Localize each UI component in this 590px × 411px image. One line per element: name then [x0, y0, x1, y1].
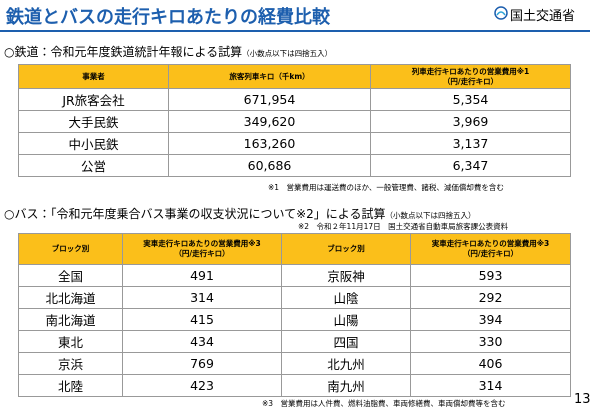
- cell: 5,354: [370, 88, 571, 111]
- row: 北北海道 314 山陰 292: [18, 286, 571, 309]
- header-line: 事業者: [82, 71, 105, 81]
- row: 中小民鉄 163,260 3,137: [18, 132, 571, 155]
- rail-note: ※1 営業費用は運送費のほか、一般管理費、諸税、減価償却費を含む: [268, 183, 504, 192]
- bus-table: ブロック別 実車走行キロあたりの営業費用※3 （円/走行キロ） ブロック別 実車走行キロ…: [18, 233, 571, 397]
- heading-text: ○鉄道：令和元年度鉄道統計年報による試算: [4, 45, 243, 59]
- heading-text: ○バス：「令和元年度乗合バス事業の収支状況について※2」による試算: [4, 207, 386, 221]
- cell: 434: [122, 330, 282, 353]
- rail-table: 事業者 旅客列車キロ（千km） 列車走行キロあたりの営業費用※1 （円/走行キロ） JR…: [18, 64, 571, 177]
- column-header: 事業者: [18, 64, 169, 89]
- header-line: （円/走行キロ）: [462, 249, 519, 258]
- row: JR旅客会社 671,954 5,354: [18, 88, 571, 111]
- bus-heading: ○バス：「令和元年度乗合バス事業の収支状況について※2」による試算（小数点以下は…: [4, 205, 475, 222]
- header-row: 事業者 旅客列車キロ（千km） 列車走行キロあたりの営業費用※1 （円/走行キロ）: [18, 64, 571, 89]
- title: 鉄道とバスの走行キロあたりの経費比較: [6, 7, 330, 28]
- heading-note: （小数点以下は四捨五入）: [385, 211, 476, 220]
- cell: 314: [122, 286, 282, 309]
- cell: 山陰: [281, 286, 411, 309]
- logo-icon: [494, 6, 508, 20]
- row: 公営 60,686 6,347: [18, 154, 571, 177]
- cell: 394: [410, 308, 571, 331]
- cell: 292: [410, 286, 571, 309]
- cell: 6,347: [370, 154, 571, 177]
- header-line: 実車走行キロあたりの営業費用※3: [143, 239, 261, 248]
- cell: 北北海道: [18, 286, 123, 309]
- cell: 四国: [281, 330, 411, 353]
- column-header: ブロック別: [281, 233, 411, 265]
- cell: 769: [122, 352, 282, 375]
- bus-source: ※2 令和２年11月17日 国土交通省自動車局旅客課公表資料: [298, 222, 509, 231]
- cell: 山陽: [281, 308, 411, 331]
- cell: 593: [410, 264, 571, 287]
- header-line: （円/走行キロ）: [442, 76, 499, 86]
- header-line: ブロック別: [327, 244, 365, 253]
- cell: 60,686: [168, 154, 371, 177]
- cell: 北陸: [18, 374, 123, 397]
- column-header: 旅客列車キロ（千km）: [168, 64, 371, 89]
- row: 全国 491 京阪神 593: [18, 264, 571, 287]
- cell: 314: [410, 374, 571, 397]
- cell: 南北海道: [18, 308, 123, 331]
- header-row: ブロック別 実車走行キロあたりの営業費用※3 （円/走行キロ） ブロック別 実車走行キロ…: [18, 233, 571, 265]
- cell: 3,969: [370, 110, 571, 133]
- cell: 330: [410, 330, 571, 353]
- cell: 423: [122, 374, 282, 397]
- cell: 163,260: [168, 132, 371, 155]
- cell: 京阪神: [281, 264, 411, 287]
- cell: 中小民鉄: [18, 132, 169, 155]
- heading-note: （小数点以下は四捨五入）: [242, 49, 333, 58]
- row: 南北海道 415 山陽 394: [18, 308, 571, 331]
- logo-text: 国土交通省: [510, 9, 576, 24]
- column-header: 実車走行キロあたりの営業費用※3 （円/走行キロ）: [410, 233, 571, 265]
- cell: 南九州: [281, 374, 411, 397]
- header-line: 列車走行キロあたりの営業費用※1: [411, 66, 530, 76]
- bus-note: ※3 営業費用は人件費、燃料油脂費、車両修繕費、車両償却費等を含む: [262, 399, 506, 408]
- column-header: ブロック別: [18, 233, 123, 265]
- rail-heading: ○鉄道：令和元年度鉄道統計年報による試算（小数点以下は四捨五入）: [4, 43, 332, 60]
- row: 大手民鉄 349,620 3,969: [18, 110, 571, 133]
- row: 京浜 769 北九州 406: [18, 352, 571, 375]
- row: 北陸 423 南九州 314: [18, 374, 571, 397]
- header-line: ブロック別: [51, 244, 90, 253]
- cell: JR旅客会社: [18, 88, 169, 111]
- page-number: 13: [574, 392, 590, 407]
- row: 東北 434 四国 330: [18, 330, 571, 353]
- cell: 349,620: [168, 110, 371, 133]
- cell: 公営: [18, 154, 169, 177]
- cell: 京浜: [18, 352, 123, 375]
- cell: 大手民鉄: [18, 110, 169, 133]
- column-header: 実車走行キロあたりの営業費用※3 （円/走行キロ）: [122, 233, 282, 265]
- column-header: 列車走行キロあたりの営業費用※1 （円/走行キロ）: [370, 64, 571, 89]
- header-line: 旅客列車キロ（千km）: [229, 71, 310, 81]
- cell: 北九州: [281, 352, 411, 375]
- cell: 491: [122, 264, 282, 287]
- title-rule: [0, 30, 590, 32]
- cell: 671,954: [168, 88, 371, 111]
- cell: 415: [122, 308, 282, 331]
- header-line: 実車走行キロあたりの営業費用※3: [431, 239, 550, 248]
- cell: 3,137: [370, 132, 571, 155]
- header-line: （円/走行キロ）: [174, 249, 230, 258]
- cell: 406: [410, 352, 571, 375]
- cell: 全国: [18, 264, 123, 287]
- cell: 東北: [18, 330, 123, 353]
